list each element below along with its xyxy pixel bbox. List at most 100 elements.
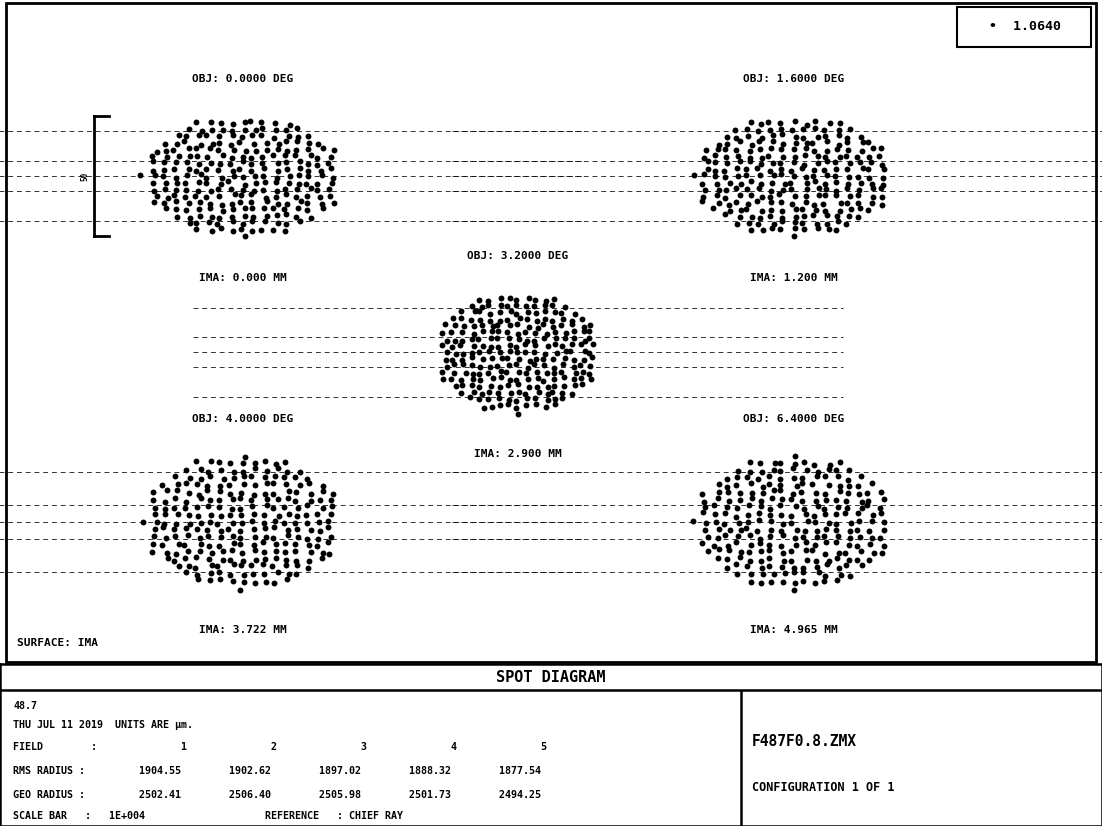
Point [181, 122, 198, 135]
Point [309, 539, 326, 553]
Point [235, 575, 252, 588]
Point [233, 508, 250, 521]
Point [321, 547, 338, 560]
Point [576, 334, 594, 347]
Point [193, 124, 210, 137]
Point [312, 164, 329, 178]
Point [258, 464, 276, 477]
Point [264, 202, 282, 215]
Point [453, 335, 471, 348]
Point [231, 584, 249, 597]
Point [489, 324, 507, 337]
Point [303, 182, 321, 195]
Point [456, 367, 474, 380]
Point [544, 320, 562, 334]
Point [267, 175, 284, 188]
Point [874, 191, 892, 204]
Point [258, 136, 276, 150]
Point [765, 463, 782, 477]
Point [314, 479, 332, 492]
Point [258, 195, 276, 208]
Point [810, 182, 828, 195]
Point [851, 155, 868, 169]
Point [285, 537, 303, 550]
Point [863, 477, 880, 490]
Point [214, 205, 231, 218]
Point [224, 544, 241, 557]
Point [743, 477, 760, 490]
Point [213, 198, 230, 211]
Text: OBJ: 6.4000 DEG: OBJ: 6.4000 DEG [743, 414, 844, 424]
Point [548, 346, 565, 359]
Point [256, 215, 273, 228]
Point [253, 156, 271, 169]
Point [213, 530, 230, 544]
Point [171, 128, 188, 141]
Point [760, 529, 778, 543]
Point [318, 515, 336, 528]
Point [498, 325, 516, 339]
Point [213, 116, 230, 129]
Point [149, 515, 166, 529]
Point [235, 469, 252, 482]
Point [181, 141, 198, 154]
Point [224, 202, 241, 216]
Point [170, 538, 187, 551]
Point [143, 485, 161, 498]
Point [738, 183, 756, 196]
Point [208, 517, 226, 530]
Point [764, 491, 781, 505]
Point [231, 531, 249, 544]
Point [850, 188, 867, 202]
Point [186, 561, 204, 574]
Point [455, 319, 473, 332]
Point [236, 210, 253, 223]
Point [311, 190, 328, 203]
Point [733, 203, 750, 216]
Point [144, 176, 162, 189]
Point [832, 568, 850, 582]
Point [831, 204, 849, 217]
Point [850, 487, 867, 501]
Point [289, 135, 306, 148]
Point [235, 150, 252, 164]
Point [309, 507, 326, 520]
Point [437, 354, 455, 367]
Point [258, 492, 276, 506]
Point [709, 142, 726, 155]
Point [291, 478, 309, 491]
Point [224, 124, 241, 137]
Point [828, 176, 845, 189]
Point [753, 554, 770, 567]
Point [787, 577, 804, 590]
Point [840, 479, 857, 492]
Point [144, 154, 162, 168]
Point [510, 366, 528, 379]
Point [818, 523, 835, 536]
Point [517, 325, 534, 339]
Point [511, 311, 529, 325]
Point [693, 536, 711, 549]
Point [518, 335, 536, 348]
Point [280, 177, 298, 190]
Point [807, 494, 824, 507]
Point [278, 144, 295, 157]
Point [233, 131, 250, 144]
Point [159, 551, 176, 564]
Point [256, 487, 273, 501]
Point [473, 300, 490, 313]
Point [224, 197, 241, 211]
Point [754, 151, 771, 164]
Point [181, 149, 198, 162]
Point [782, 164, 800, 178]
Point [310, 532, 327, 545]
Point [314, 202, 332, 215]
Point [464, 373, 482, 386]
Point [253, 151, 271, 164]
Text: SURFACE: IMA: SURFACE: IMA [17, 638, 98, 648]
Point [191, 202, 208, 215]
Point [437, 346, 455, 359]
Point [719, 552, 736, 565]
Point [793, 202, 811, 216]
Point [446, 347, 464, 360]
